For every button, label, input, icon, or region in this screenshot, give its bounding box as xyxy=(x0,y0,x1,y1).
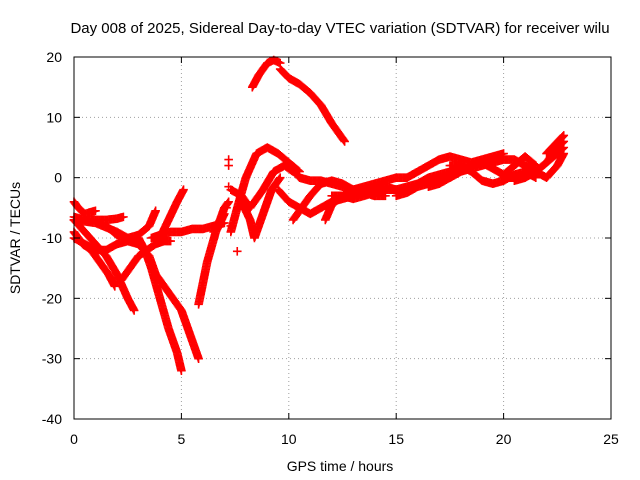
y-tick-label: 0 xyxy=(54,170,62,186)
data-point xyxy=(559,131,569,140)
y-tick-label: 10 xyxy=(46,109,62,125)
data-point xyxy=(224,197,233,207)
series-track xyxy=(134,233,186,374)
series-track xyxy=(237,174,284,243)
x-tick-label: 15 xyxy=(388,431,404,447)
data-point xyxy=(340,137,349,146)
data-point-isolated xyxy=(224,161,233,170)
data-point xyxy=(558,132,568,141)
data-point xyxy=(119,212,128,222)
data-point-isolated xyxy=(224,182,233,192)
y-tick-label: -20 xyxy=(42,290,62,306)
axis-ticks: 0 5 10 15 20 25 -40 -30 -20 -10 0 10 20 xyxy=(42,49,619,447)
data-point xyxy=(530,160,540,169)
series-track xyxy=(69,212,127,225)
series-track xyxy=(247,55,284,92)
x-axis-label: GPS time / hours xyxy=(287,458,394,474)
y-tick-label: -40 xyxy=(42,411,62,427)
data-point xyxy=(166,236,175,246)
y-tick-label: 20 xyxy=(46,49,62,65)
series-track xyxy=(542,132,568,158)
series-track xyxy=(155,186,188,243)
data-point xyxy=(194,354,203,363)
data-points xyxy=(69,55,569,376)
data-point xyxy=(179,185,188,195)
data-point xyxy=(223,198,233,208)
x-tick-label: 0 xyxy=(70,431,78,447)
data-point xyxy=(339,135,349,145)
data-point xyxy=(110,281,120,291)
y-axis-label: SDTVAR / TECUs xyxy=(7,182,23,294)
data-point xyxy=(129,306,139,315)
x-tick-label: 20 xyxy=(496,431,512,447)
gridlines xyxy=(74,57,611,419)
data-point xyxy=(151,206,160,216)
x-tick-label: 25 xyxy=(603,431,619,447)
data-point xyxy=(499,149,508,158)
x-tick-label: 5 xyxy=(178,431,186,447)
data-point-isolated xyxy=(226,221,236,231)
data-point xyxy=(275,173,285,182)
data-point xyxy=(275,174,284,184)
y-tick-label: -10 xyxy=(42,230,62,246)
series-track xyxy=(275,64,349,145)
data-point-isolated xyxy=(222,203,231,213)
data-point xyxy=(177,366,186,376)
chart-title: Day 008 of 2025, Sidereal Day-to-day VTE… xyxy=(70,20,609,37)
x-tick-label: 10 xyxy=(281,431,297,447)
y-tick-label: -30 xyxy=(42,351,62,367)
data-point-isolated xyxy=(232,246,242,256)
series-track xyxy=(321,173,410,225)
data-point xyxy=(91,206,100,216)
